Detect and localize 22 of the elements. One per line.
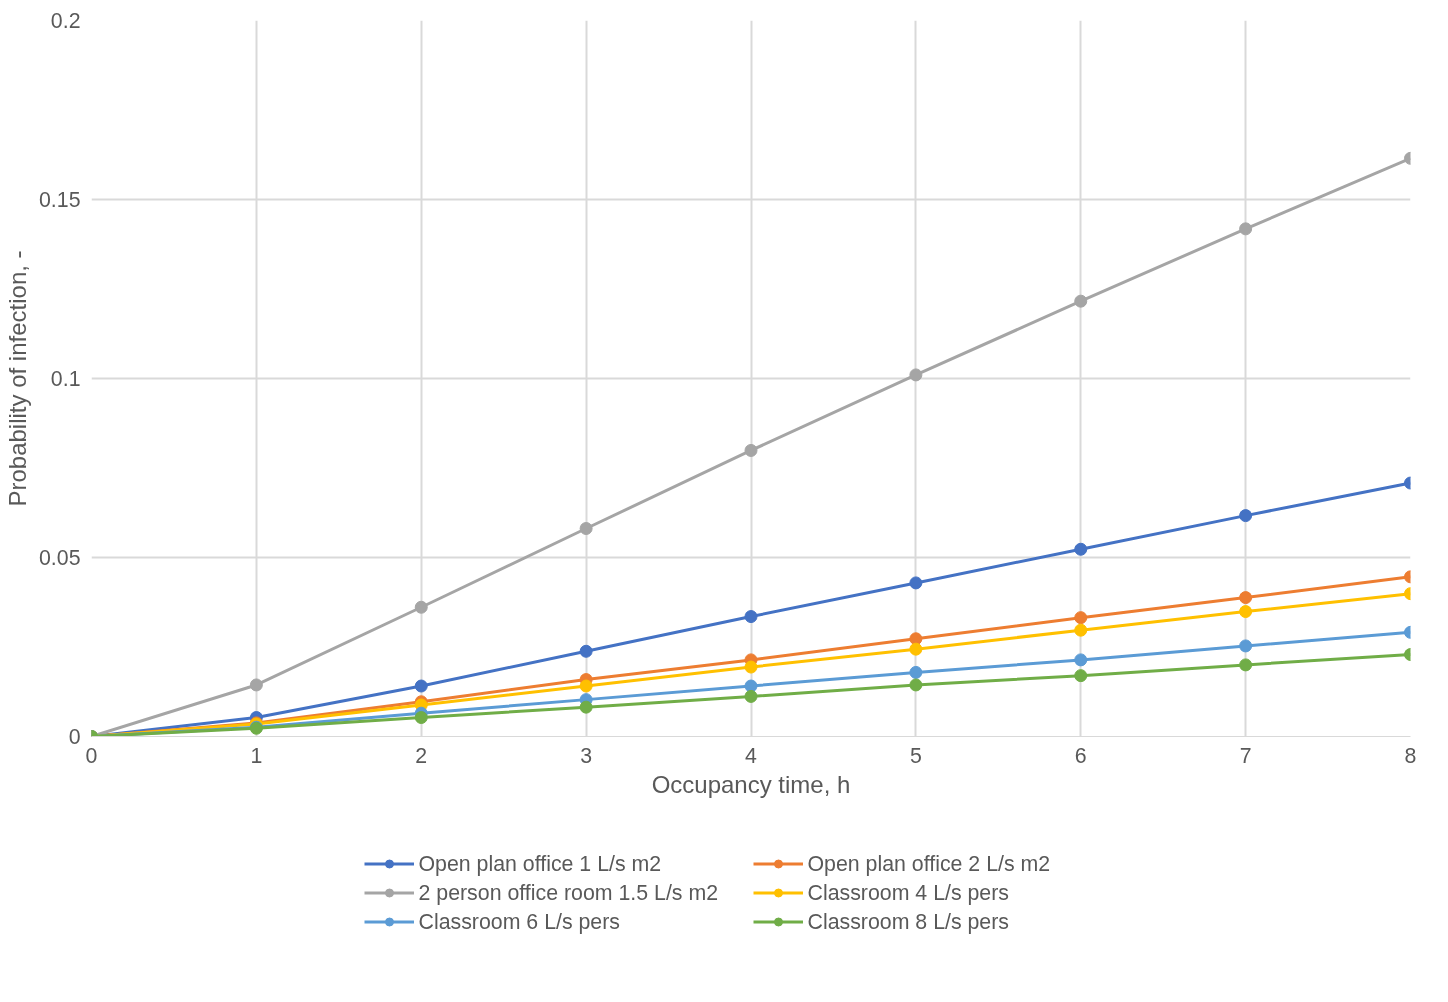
x-tick-label: 0	[85, 743, 98, 768]
y-tick-label: 0.2	[50, 9, 81, 33]
x-tick-label: 3	[580, 743, 593, 768]
legend-label: Open plan office 2 L/s m2	[807, 851, 1052, 876]
x-tick-label: 4	[745, 743, 758, 768]
x-tick-label: 2	[415, 743, 428, 768]
y-tick-label: 0.1	[50, 367, 81, 391]
x-tick-label: 6	[1074, 743, 1087, 768]
x-tick-label: 5	[909, 743, 922, 768]
x-axis-title: Occupancy time, h	[651, 770, 851, 798]
y-tick-label: 0.05	[38, 546, 81, 570]
legend-label: Classroom 8 L/s pers	[807, 909, 1010, 934]
legend-label: Open plan office 1 L/s m2	[418, 851, 663, 876]
y-tick-label: 0.15	[38, 188, 81, 212]
y-tick-label: 0	[68, 725, 81, 749]
legend-label: Classroom 6 L/s pers	[418, 909, 621, 934]
x-tick-label: 1	[250, 743, 263, 768]
y-axis-title: Probability of infection, -	[3, 250, 31, 507]
legend-label: 2 person office room 1.5 L/s m2	[418, 880, 720, 905]
legend-label: Classroom 4 L/s pers	[807, 880, 1010, 905]
x-tick-label: 7	[1239, 743, 1252, 768]
x-tick-label: 8	[1404, 743, 1417, 768]
